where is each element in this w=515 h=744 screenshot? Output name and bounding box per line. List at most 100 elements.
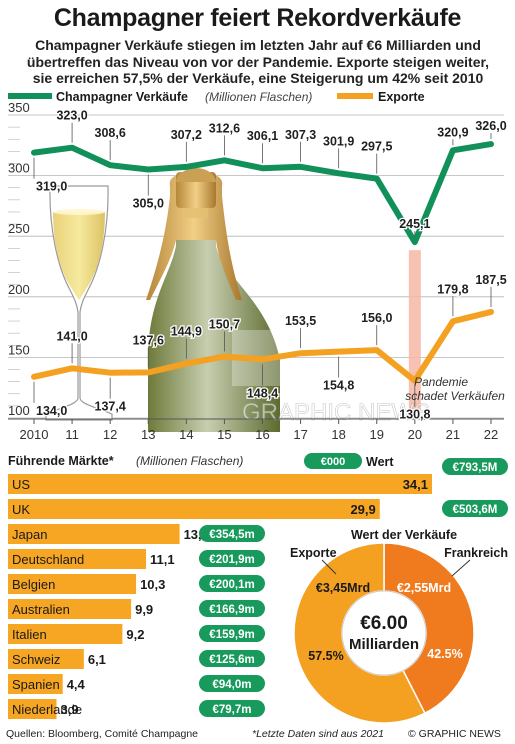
pandemic-annotation-line2: schadet Verkäufen <box>405 389 505 403</box>
sales-value-label: 307,2 <box>171 128 202 142</box>
bar-value-label: 6,1 <box>88 652 106 667</box>
pie-chart: €6.00 Milliarden Exporte €3,45Mrd 57.5% Frank… <box>290 542 508 724</box>
x-tick-label: 12 <box>103 427 117 442</box>
champagne-bottle <box>146 168 280 432</box>
pie-amount-exports: €3,45Mrd <box>316 581 370 595</box>
bar-niederlande <box>8 699 57 719</box>
exports-value-label: 150,7 <box>209 318 240 332</box>
subtitle-line: sie erreichen 57,5% der Verkäufe, eine S… <box>32 70 484 86</box>
badge-header <box>304 453 362 469</box>
page-title: Champagner feiert Rekordverkäufe <box>53 4 462 32</box>
x-tick-label: 15 <box>217 427 231 442</box>
pie-center-amount: €6.00 <box>360 613 408 634</box>
x-tick-label: 16 <box>255 427 269 442</box>
legend-swatch-exports <box>337 93 373 99</box>
pie-label-france: Frankreich <box>444 546 508 560</box>
x-tick-label: 21 <box>446 427 460 442</box>
y-tick-label: 200 <box>8 282 30 297</box>
pie-percent-france: 42.5% <box>427 647 462 661</box>
sales-value-label: 301,9 <box>323 134 354 148</box>
markets-and-pie: Führende Märkte* (Millionen Flaschen) €0… <box>8 453 508 724</box>
exports-line <box>31 308 494 384</box>
y-tick-label: 350 <box>8 100 30 115</box>
pie-center <box>341 590 427 676</box>
bar-category-label: UK <box>12 502 30 517</box>
bar-italien <box>8 624 123 644</box>
worth-badge <box>442 500 508 517</box>
footer-source: Quellen: Bloomberg, Comité Champagne <box>6 728 199 740</box>
bar-value-label: 3,9 <box>60 702 78 717</box>
worth-badge <box>199 625 265 642</box>
pie-leader-france <box>451 559 471 577</box>
exports-value-label: 187,5 <box>475 273 506 287</box>
exports-value-label: 179,8 <box>437 282 468 296</box>
bar-value-label: 10,3 <box>140 577 165 592</box>
footer-credit: © GRAPHIC NEWS <box>408 728 501 740</box>
bar-spanien <box>8 674 63 694</box>
subtitle-line: übertreffen das Niveau von vor der Pande… <box>26 53 490 70</box>
bar-japan <box>8 524 180 544</box>
x-tick-label: 11 <box>65 427 79 442</box>
x-tick-label: 2010 <box>20 427 49 442</box>
bar-uk <box>8 499 380 519</box>
legend-label-sales: Champagner Verkäufe <box>56 90 188 104</box>
x-tick-label: 19 <box>370 427 384 442</box>
x-tick-label: 20 <box>408 427 422 442</box>
bar-schweiz <box>8 649 84 669</box>
worth-badge <box>199 700 265 717</box>
worth-badge-label: €201,9m <box>209 554 254 566</box>
exports-value-label: 141,0 <box>56 329 87 343</box>
watermark-text: GRAPHIC NEWS <box>242 399 430 426</box>
bar-category-label: US <box>12 477 30 492</box>
exports-value-label: 130,8 <box>399 408 430 422</box>
pie-percent-exports: 57.5% <box>308 649 343 663</box>
x-tick-label: 22 <box>484 427 498 442</box>
worth-badge-label: €200,1m <box>209 579 254 591</box>
worth-badge <box>199 575 265 592</box>
subtitle-line: Champagner Verkäufe stiegen im letzten J… <box>35 37 481 53</box>
y-tick-label: 100 <box>8 403 30 418</box>
bar-category-label: Japan <box>12 527 47 542</box>
bar-deutschland <box>8 549 147 569</box>
worth-badge <box>442 458 508 475</box>
worth-badge-label: €503,6M <box>453 504 498 516</box>
pie-leader-exports <box>321 559 337 575</box>
sales-value-label: 305,0 <box>133 197 164 211</box>
sales-value-label: 308,6 <box>95 126 126 140</box>
x-tick-label: 13 <box>141 427 155 442</box>
pandemic-annotation-line1: Pandemie <box>414 375 468 389</box>
legend-swatch-sales <box>8 93 52 99</box>
exports-value-label: 137,4 <box>95 400 126 414</box>
sales-value-label: 306,1 <box>247 129 278 143</box>
markets-title: Führende Märkte* <box>8 454 114 468</box>
bar-category-label: Australien <box>12 602 70 617</box>
bar-category-label: Schweiz <box>12 652 60 667</box>
x-tick-label: 14 <box>179 427 193 442</box>
worth-badge-label: €79,7m <box>212 704 251 716</box>
worth-badge-label: €125,6m <box>209 654 254 666</box>
axes: 100 150 200 250 300 350 2010 11 12 13 14 15 16 17 18 19… <box>8 100 504 442</box>
bar-value-label: 9,9 <box>135 602 153 617</box>
worth-badge <box>199 650 265 667</box>
exports-value-label: 154,8 <box>323 379 354 393</box>
sales-value-label: 307,3 <box>285 128 316 142</box>
worth-badge <box>199 600 265 617</box>
value-header: Wert <box>366 455 394 469</box>
legend-label-exports: Exporte <box>378 90 425 104</box>
worth-badge <box>199 550 265 567</box>
bar-value-label: 34,1 <box>403 477 428 492</box>
sales-value-label: 319,0 <box>36 180 67 194</box>
worth-badge-label: €166,9m <box>209 604 254 616</box>
champagne-glass <box>45 185 113 421</box>
sales-value-label: 326,0 <box>475 119 506 133</box>
exports-value-label: 156,0 <box>361 311 392 325</box>
worth-badge-label: €354,5m <box>209 529 254 541</box>
bar-value-label: 29,9 <box>350 502 375 517</box>
y-tick-label: 150 <box>8 342 30 357</box>
pie-center-units: Milliarden <box>349 636 419 653</box>
bar-value-label: 4,4 <box>67 677 86 692</box>
bar-value-label: 11,1 <box>150 552 175 567</box>
watermark: GRAPHIC NEWS <box>232 330 430 426</box>
